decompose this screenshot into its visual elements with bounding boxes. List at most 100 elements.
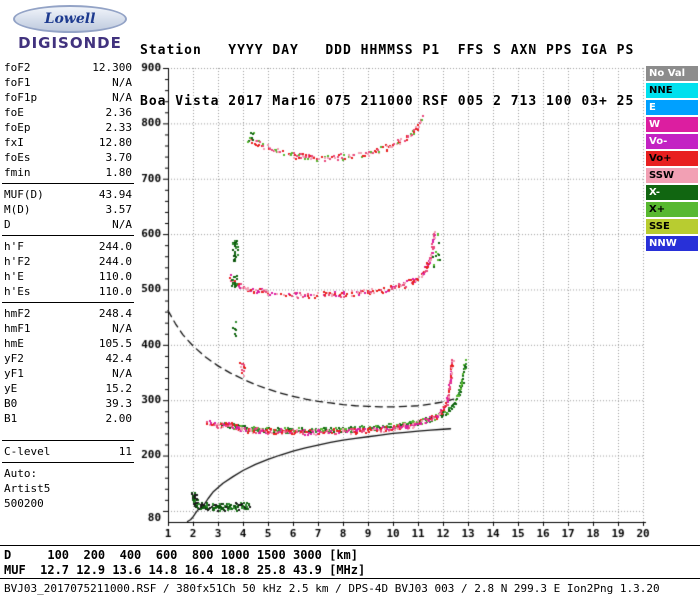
param-label: yF1 <box>4 367 24 380</box>
status-bar: BVJ03_2017075211000.RSF / 380fx51Ch 50 k… <box>4 582 660 595</box>
param-C-level: C-level 11 <box>2 444 134 459</box>
param-label: h'F2 <box>4 255 31 268</box>
distance-row: D 100 200 400 600 800 1000 1500 3000 [km… <box>4 548 359 562</box>
param-value: 105.5 <box>98 337 132 350</box>
param-value: 1.80 <box>105 166 133 179</box>
legend-item-NNW: NNW <box>646 236 698 251</box>
lowell-digisonde-logo: Lowell DIGISONDE <box>10 5 130 52</box>
param-label: hmF1 <box>4 322 31 335</box>
param-label: foF1p <box>4 91 38 104</box>
param-D: D N/A <box>2 217 134 232</box>
param-value: N/A <box>112 367 132 380</box>
param-label: B0 <box>4 397 18 410</box>
param-value: 2.36 <box>105 106 133 119</box>
param-value: 244.0 <box>98 255 132 268</box>
param-label: B1 <box>4 412 18 425</box>
param-value: N/A <box>112 91 132 104</box>
param-value: 3.57 <box>105 203 133 216</box>
param-value: 3.70 <box>105 151 133 164</box>
param-MUF-D-: MUF(D) 43.94 <box>2 187 134 202</box>
panel-separator <box>2 183 134 184</box>
param-h-F2: h'F2 244.0 <box>2 254 134 269</box>
legend-item-W: W <box>646 117 698 132</box>
param-Auto-: Auto: <box>2 466 134 481</box>
panel-separator <box>2 440 134 441</box>
doppler-direction-legend: No Val NNE E W Vo- Vo+ SSW X- X+ SSE NNW <box>646 66 698 253</box>
param-value: 43.94 <box>98 188 132 201</box>
legend-item-X-: X- <box>646 185 698 200</box>
parameter-panel: foF2 12.300 foF1 N/A foF1p N/A foE 2.36 foEp 2.33… <box>2 60 134 511</box>
divider-line <box>0 545 700 546</box>
logo-digisonde-text: DIGISONDE <box>18 34 122 52</box>
param-Artist5: Artist5 <box>2 481 134 496</box>
param-label: foF2 <box>4 61 31 74</box>
param-label: D <box>4 218 11 231</box>
panel-separator <box>2 462 134 463</box>
param-B0: B0 39.3 <box>2 396 134 411</box>
param-yF1: yF1 N/A <box>2 366 134 381</box>
param-label: foEp <box>4 121 31 134</box>
header-column-titles: Station YYYY DAY DDD HHMMSS P1 FFS S AXN… <box>140 43 635 58</box>
param-label: C-level <box>4 445 51 458</box>
legend-item-E: E <box>646 100 698 115</box>
param-value: N/A <box>112 218 132 231</box>
param-label: hmF2 <box>4 307 31 320</box>
param-foF1p: foF1p N/A <box>2 90 134 105</box>
param-h-Es: h'Es 110.0 <box>2 284 134 299</box>
panel-separator <box>2 302 134 303</box>
muf-row: MUF 12.7 12.9 13.6 14.8 16.4 18.8 25.8 4… <box>4 563 366 577</box>
header-values: Boa Vista 2017 Mar16 075 211000 RSF 005 … <box>140 94 635 109</box>
legend-item-SSW: SSW <box>646 168 698 183</box>
divider-line <box>0 578 700 579</box>
param-value: 2.33 <box>105 121 133 134</box>
param-fmin: fmin 1.80 <box>2 165 134 180</box>
param-hmF1: hmF1 N/A <box>2 321 134 336</box>
param-value: 12.300 <box>92 61 132 74</box>
legend-item-Vo+: Vo+ <box>646 151 698 166</box>
param-foEs: foEs 3.70 <box>2 150 134 165</box>
param-label: foE <box>4 106 24 119</box>
legend-item-SSE: SSE <box>646 219 698 234</box>
param-value: N/A <box>112 322 132 335</box>
station-header: Station YYYY DAY DDD HHMMSS P1 FFS S AXN… <box>140 8 634 144</box>
param-h-F: h'F 244.0 <box>2 239 134 254</box>
param-label: foEs <box>4 151 31 164</box>
param-label: M(D) <box>4 203 31 216</box>
param-value: 248.4 <box>98 307 132 320</box>
legend-item-X+: X+ <box>646 202 698 217</box>
param-value: 110.0 <box>98 285 132 298</box>
param-value: 11 <box>118 445 132 458</box>
param-500200: 500200 <box>2 496 134 511</box>
param-label: foF1 <box>4 76 31 89</box>
legend-item-NNE: NNE <box>646 83 698 98</box>
param-value: 110.0 <box>98 270 132 283</box>
param-foE: foE 2.36 <box>2 105 134 120</box>
param-yF2: yF2 42.4 <box>2 351 134 366</box>
param-B1: B1 2.00 <box>2 411 134 426</box>
param-value: 244.0 <box>98 240 132 253</box>
legend-item-No-Val: No Val <box>646 66 698 81</box>
param-h-E: h'E 110.0 <box>2 269 134 284</box>
param-value: 42.4 <box>105 352 133 365</box>
param-fxI: fxI 12.80 <box>2 135 134 150</box>
logo-lowell-text: Lowell <box>44 11 96 27</box>
lowell-logo-oval: Lowell <box>13 5 127 33</box>
param-value: 2.00 <box>105 412 133 425</box>
param-label: yF2 <box>4 352 24 365</box>
param-hmE: hmE 105.5 <box>2 336 134 351</box>
panel-separator <box>2 235 134 236</box>
legend-item-Vo-: Vo- <box>646 134 698 149</box>
param-foEp: foEp 2.33 <box>2 120 134 135</box>
param-label: fxI <box>4 136 24 149</box>
param-hmF2: hmF2 248.4 <box>2 306 134 321</box>
param-label: hmE <box>4 337 24 350</box>
param-label: 500200 <box>4 497 44 510</box>
param-foF2: foF2 12.300 <box>2 60 134 75</box>
param-label: Artist5 <box>4 482 51 495</box>
param-label: fmin <box>4 166 31 179</box>
param-label: yE <box>4 382 18 395</box>
param-label: Auto: <box>4 467 38 480</box>
param-label: MUF(D) <box>4 188 44 201</box>
